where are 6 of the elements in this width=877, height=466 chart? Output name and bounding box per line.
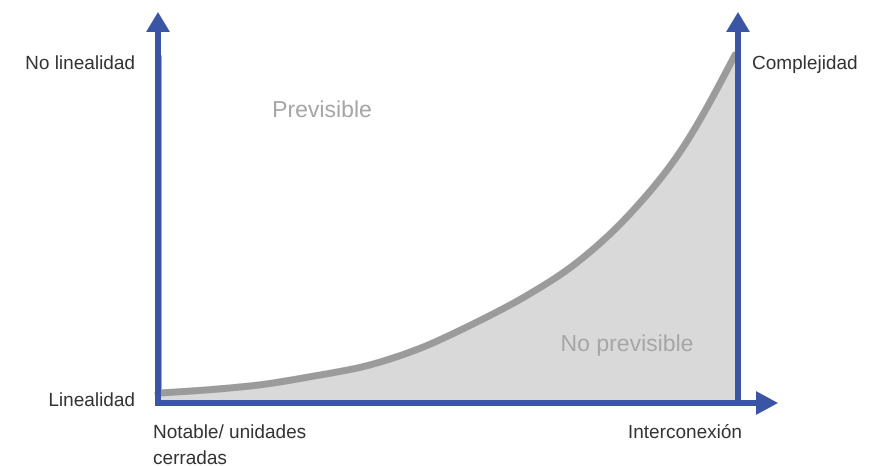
annotation: Previsible	[272, 96, 372, 122]
annotation: Complejidad	[752, 53, 858, 74]
text: Interconexión	[628, 422, 742, 443]
text: No linealidad	[25, 53, 135, 74]
text: Notable/ unidades cerradas	[153, 422, 306, 466]
text: Linealidad	[48, 390, 135, 411]
